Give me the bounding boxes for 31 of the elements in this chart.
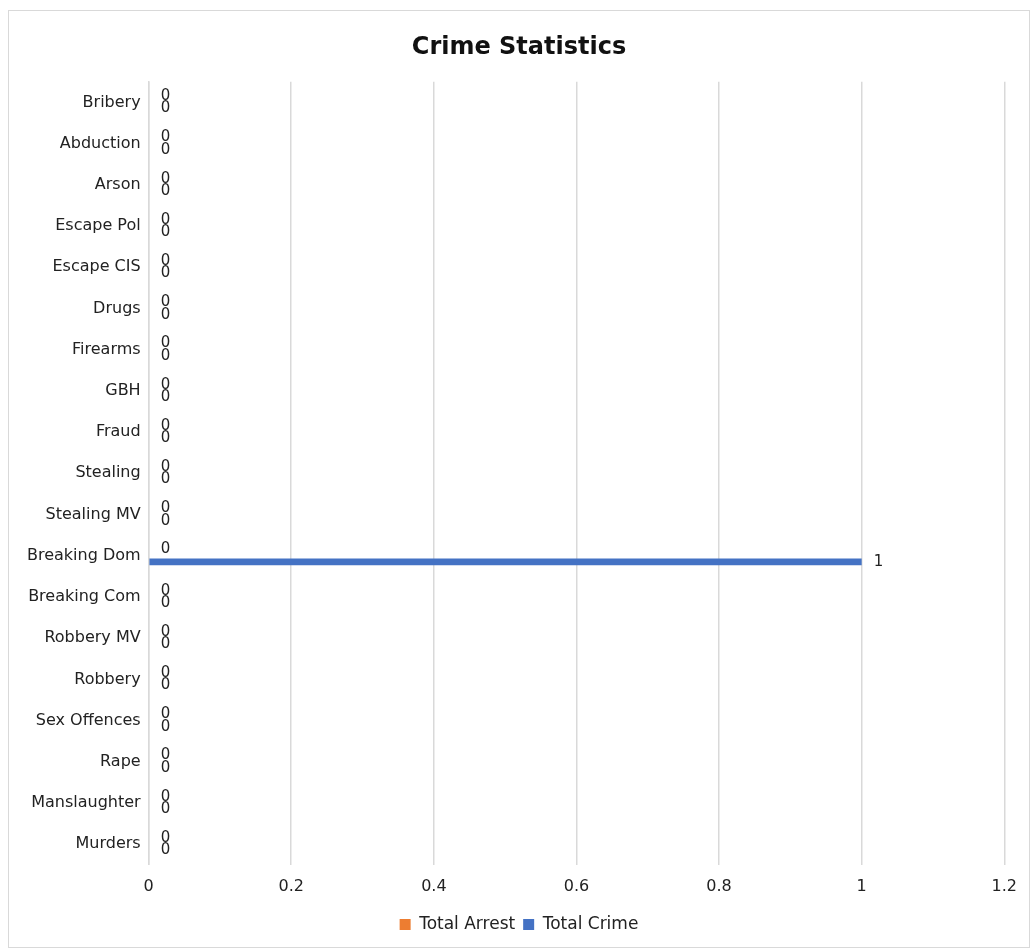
y-tick-label: Stealing MV — [45, 503, 141, 523]
y-tick-label: Rape — [100, 750, 141, 770]
y-tick-label: Manslaughter — [31, 792, 142, 812]
legend-label: Total Arrest — [418, 912, 516, 933]
data-label: 1 — [873, 551, 884, 570]
x-tick-label: 1.2 — [991, 875, 1017, 895]
x-tick-label: 1 — [856, 875, 867, 895]
x-tick-label: 0.4 — [421, 875, 447, 895]
y-tick-label: Escape CIS — [52, 256, 141, 276]
y-tick-label: Firearms — [72, 338, 141, 358]
y-tick-label: Robbery MV — [44, 627, 141, 647]
y-tick-label: Arson — [94, 173, 141, 193]
y-tick-label: Abduction — [59, 132, 141, 152]
y-tick-label: Sex Offences — [35, 709, 141, 729]
x-tick-label: 0.8 — [706, 875, 732, 895]
x-tick-label: 0.6 — [563, 875, 590, 895]
y-tick-label: Murders — [75, 833, 141, 853]
y-tick-label: Stealing — [75, 462, 141, 482]
legend-label: Total Crime — [541, 912, 639, 933]
y-tick-label: Escape Pol — [55, 215, 141, 235]
y-tick-label: Drugs — [93, 297, 141, 317]
y-tick-label: Robbery — [74, 668, 141, 688]
y-tick-label: Breaking Dom — [27, 544, 141, 564]
chart-title: Crime Statistics — [411, 31, 627, 60]
y-tick-label: Breaking Com — [28, 586, 141, 606]
y-tick-label: Fraud — [95, 421, 141, 441]
y-tick-label: Bribery — [82, 91, 141, 111]
y-tick-label: GBH — [105, 380, 141, 400]
x-tick-label: 0 — [143, 875, 154, 895]
x-tick-label: 0.2 — [278, 875, 304, 895]
data-label: 0 — [160, 539, 171, 558]
